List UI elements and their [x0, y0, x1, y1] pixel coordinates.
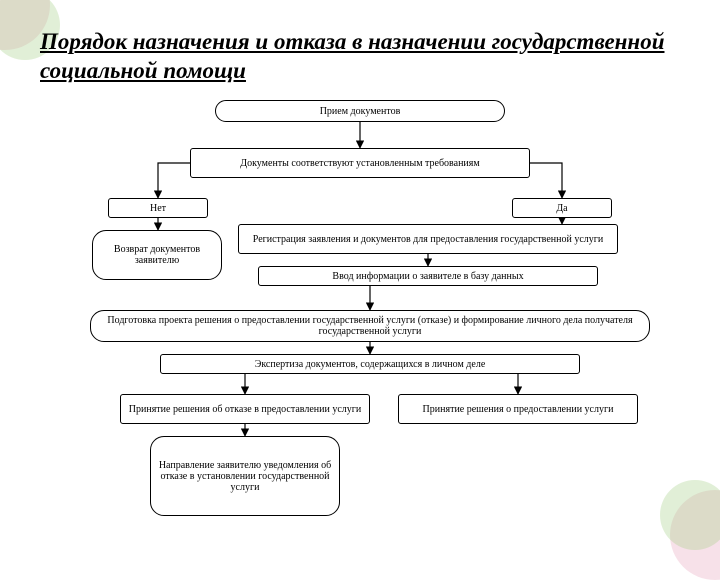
flow-node-n12: Направление заявителю уведомления об отк… — [150, 436, 340, 516]
flow-node-n8: Подготовка проекта решения о предоставле… — [90, 310, 650, 342]
flow-edge-n2-n3 — [158, 163, 190, 198]
flow-node-n4: Да — [512, 198, 612, 218]
flow-node-n1: Прием документов — [215, 100, 505, 122]
flow-node-n3: Нет — [108, 198, 208, 218]
flow-node-n10: Принятие решения об отказе в предоставле… — [120, 394, 370, 424]
flow-node-n6: Регистрация заявления и документов для п… — [238, 224, 618, 254]
flow-edge-n2-n4 — [530, 163, 562, 198]
flowchart-canvas: Прием документов Документы соответствуют … — [0, 0, 720, 540]
flow-node-n2: Документы соответствуют установленным тр… — [190, 148, 530, 178]
flow-node-n9: Экспертиза документов, содержащихся в ли… — [160, 354, 580, 374]
flow-node-n5: Возврат документов заявителю — [92, 230, 222, 280]
flow-node-n11: Принятие решения о предоставлении услуги — [398, 394, 638, 424]
flow-node-n7: Ввод информации о заявителе в базу данны… — [258, 266, 598, 286]
